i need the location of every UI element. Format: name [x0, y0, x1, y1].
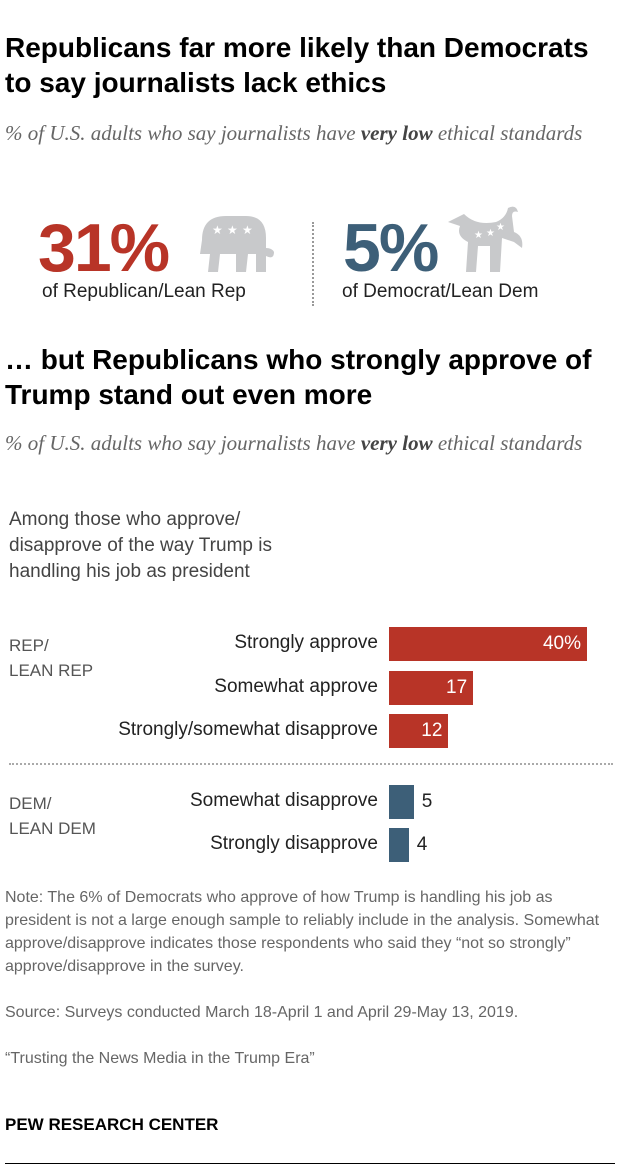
value-label: 4 — [416, 834, 428, 855]
report-title: “Trusting the News Media in the Trump Er… — [5, 1050, 315, 1067]
group-label-line: REP/ — [9, 636, 49, 655]
bar — [389, 714, 449, 748]
note: Note: The 6% of Democrats who approve of… — [5, 889, 600, 975]
svg-text:★: ★ — [474, 230, 483, 241]
donkey-icon: ★ ★ ★ — [446, 202, 528, 279]
group-label-rep: REP/LEAN REP — [9, 633, 93, 683]
group-label-line: DEM/ — [9, 794, 52, 813]
group-label-dem: DEM/LEAN DEM — [9, 791, 96, 841]
chart-intro: Among those who approve/ disapprove of t… — [9, 509, 272, 582]
subtitle-bold: very low — [360, 431, 433, 455]
svg-text:★: ★ — [496, 222, 505, 233]
rep-stat-label: of Republican/Lean Rep — [42, 281, 246, 302]
value-label: 17 — [446, 677, 468, 698]
subtitle-text: ethical standards — [432, 431, 583, 455]
subtitle-bold: very low — [360, 121, 433, 145]
dem-stat-value: 5% — [343, 210, 439, 286]
svg-text:★: ★ — [486, 228, 495, 239]
bar — [389, 671, 474, 705]
title-2: … but Republicans who strongly approve o… — [5, 344, 592, 410]
bar — [389, 627, 587, 661]
group-label-line: LEAN DEM — [9, 819, 96, 838]
source: Source: Surveys conducted March 18-April… — [5, 1004, 519, 1021]
svg-text:★: ★ — [212, 223, 223, 237]
bar — [389, 785, 414, 819]
bottom-rule — [5, 1163, 615, 1164]
subtitle-text: % of U.S. adults who say journalists hav… — [5, 121, 361, 145]
rep-stat-value: 31% — [38, 210, 170, 286]
bar — [389, 828, 409, 862]
svg-text:★: ★ — [242, 223, 253, 237]
subtitle-text: ethical standards — [432, 121, 583, 145]
svg-text:★: ★ — [227, 223, 238, 237]
elephant-icon: ★ ★ ★ — [196, 212, 278, 279]
value-label: 40% — [542, 633, 581, 654]
value-label: 5 — [421, 791, 433, 812]
category-label: Somewhat approve — [214, 676, 378, 697]
category-label: Somewhat disapprove — [190, 790, 378, 811]
category-label: Strongly approve — [234, 632, 378, 653]
dem-stat-label: of Democrat/Lean Dem — [342, 281, 539, 302]
category-label: Strongly/somewhat disapprove — [118, 719, 378, 740]
category-label: Strongly disapprove — [210, 833, 378, 854]
subtitle-text: % of U.S. adults who say journalists hav… — [5, 431, 361, 455]
group-label-line: LEAN REP — [9, 661, 94, 680]
divider — [312, 222, 314, 306]
title-1: Republicans far more likely than Democra… — [5, 32, 589, 98]
value-label: 12 — [421, 720, 443, 741]
subtitle-1: % of U.S. adults who say journalists hav… — [5, 118, 605, 149]
brand: PEW RESEARCH CENTER — [5, 1115, 219, 1134]
subtitle-2: % of U.S. adults who say journalists hav… — [5, 428, 605, 459]
group-divider — [9, 763, 613, 765]
